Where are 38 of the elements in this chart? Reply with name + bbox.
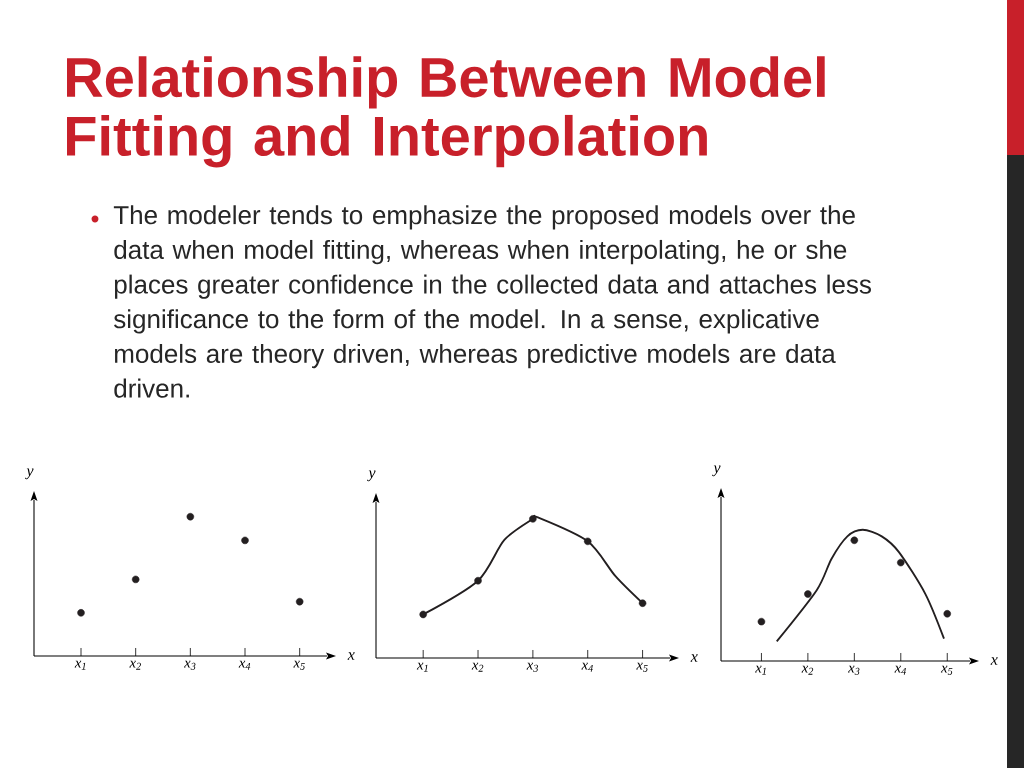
- point: [241, 536, 249, 545]
- point: [897, 558, 905, 567]
- x-tick-label: x$_{5}$: [293, 660, 305, 670]
- point: [419, 610, 427, 619]
- x-tick-label: x$_{2}$: [471, 662, 484, 672]
- x-tick-label: x$_{5}$: [940, 665, 953, 675]
- point: [529, 515, 537, 523]
- y-axis-title: y: [367, 470, 376, 482]
- point: [804, 590, 812, 598]
- x-axis-title: x: [690, 654, 698, 662]
- point: [131, 575, 140, 584]
- x-tick-label: x$_{3}$: [184, 660, 196, 670]
- x-tick-label: x$_{4}$: [894, 665, 907, 675]
- x-tick-label: x$_{2}$: [129, 660, 141, 670]
- point: [583, 537, 592, 546]
- x-axis-title: x: [347, 652, 355, 660]
- x-tick-label: x$_{2}$: [801, 665, 814, 675]
- point: [474, 576, 482, 585]
- x-tick-label: x$_{4}$: [581, 662, 593, 672]
- x-tick-label: x$_{5}$: [636, 662, 648, 672]
- x-axis-title: x: [990, 657, 998, 665]
- x-tick-label: x$_{3}$: [847, 665, 860, 675]
- point: [186, 512, 195, 521]
- point: [757, 617, 766, 626]
- point: [943, 610, 951, 618]
- x-tick-label: x$_{4}$: [238, 660, 251, 670]
- point: [638, 599, 647, 607]
- x-tick-label: x$_{1}$: [416, 662, 428, 672]
- x-tick-label: x$_{1}$: [74, 660, 86, 670]
- point: [77, 609, 85, 617]
- y-axis-title: y: [25, 468, 34, 480]
- x-tick-label: x$_{1}$: [755, 665, 766, 675]
- y-axis-title: y: [712, 465, 721, 477]
- point: [850, 536, 859, 545]
- point: [295, 597, 304, 606]
- x-tick-label: x$_{3}$: [526, 662, 538, 672]
- text: Relationship Between Model Fitting and Interpolation: [67, 56, 825, 168]
- text: The modeler tends to emphasize the proposed models over the data when model fitting, whereas when interpolating, he or she places greater confidence in the collected data and attaches less significance to the form of the model. In a sense, explicative models are theory driven, whereas predictive models are data driven.: [113, 205, 871, 398]
